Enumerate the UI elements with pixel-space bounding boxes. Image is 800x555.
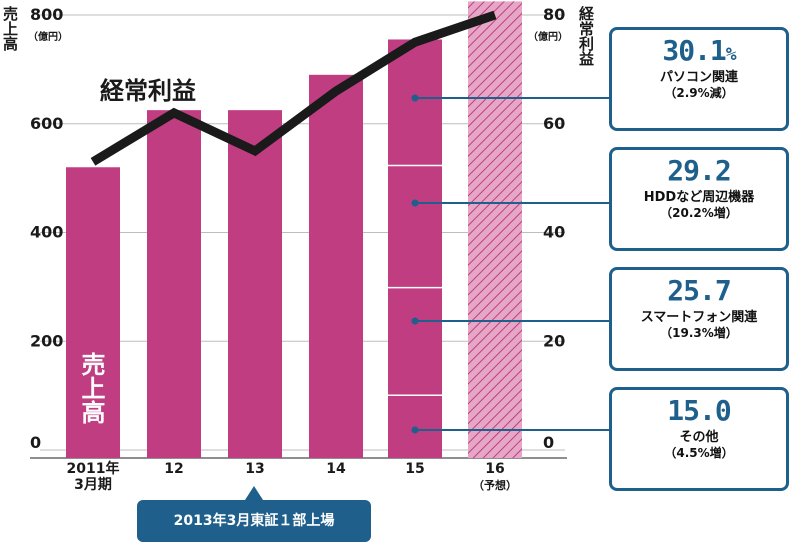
breakdown-change: （2.9%減） xyxy=(664,86,734,100)
left-tick-label: 400 xyxy=(30,223,63,242)
breakdown-value: 30.1% xyxy=(662,34,736,67)
right-tick-label: 80 xyxy=(543,5,565,24)
left-tick-label: 200 xyxy=(30,331,63,350)
left-tick-label: 800 xyxy=(30,5,63,24)
breakdown-label: その他 xyxy=(679,430,719,445)
sales-in-bar-label: 売上高 xyxy=(77,352,105,424)
right-tick-label: 0 xyxy=(543,433,554,452)
sales-bar xyxy=(147,110,201,458)
breakdown-segments xyxy=(388,164,442,396)
breakdown-value: 25.7 xyxy=(667,274,731,307)
right-axis-unit: （億円） xyxy=(528,32,568,43)
x-tick-label: 12 xyxy=(164,461,183,477)
axis-ticks: 0 200 400 600 800 0 20 40 60 80 xyxy=(30,5,565,452)
right-axis-title: 経常利益 xyxy=(577,6,595,66)
right-tick-label: 20 xyxy=(543,331,565,350)
right-tick-label: 40 xyxy=(543,223,565,242)
breakdown-change: （19.3%増） xyxy=(660,326,738,340)
x-tick-label: 2011年 xyxy=(67,460,120,477)
sales-bar xyxy=(309,74,363,458)
right-tick-label: 60 xyxy=(543,114,565,133)
profit-line-label: 経常利益 xyxy=(100,77,196,105)
breakdown-value: 15.0 xyxy=(667,394,731,427)
x-tick-label: （予想） xyxy=(473,478,517,492)
breakdown-callout-smartphone: 25.7 スマートフォン関連 （19.3%増） xyxy=(609,267,789,371)
x-tick-label: 14 xyxy=(326,461,346,477)
breakdown-value: 29.2 xyxy=(667,154,731,187)
sales-bar xyxy=(228,110,282,458)
breakdown-label: スマートフォン関連 xyxy=(640,310,758,325)
profit-line xyxy=(90,10,497,166)
breakdown-change: （20.2%増） xyxy=(660,206,738,220)
profit-line-path xyxy=(90,10,497,166)
left-tick-label: 0 xyxy=(30,433,41,452)
left-axis-unit: （億円） xyxy=(28,32,68,43)
breakdown-change: （4.5%増） xyxy=(664,446,734,460)
x-tick-label: 15 xyxy=(405,461,424,477)
breakdown-label: パソコン関連 xyxy=(659,70,738,85)
x-tick-label: 3月期 xyxy=(74,477,112,493)
forecast-bar xyxy=(468,1,522,458)
breakdown-callout-pc: 30.1% パソコン関連 （2.9%減） xyxy=(609,27,789,131)
breakdown-connectors xyxy=(411,94,609,434)
x-tick-label: 16 xyxy=(485,461,504,477)
left-tick-label: 600 xyxy=(30,114,63,133)
breakdown-callout-peripherals: 29.2 HDDなど周辺機器 （20.2%増） xyxy=(609,147,789,251)
left-axis-title: 売上高 xyxy=(1,6,19,51)
breakdown-callout-other: 15.0 その他 （4.5%増） xyxy=(609,387,789,491)
x-tick-label: 13 xyxy=(245,461,264,477)
listing-arrow xyxy=(245,486,263,500)
sales-bar xyxy=(388,39,442,458)
sales-bars xyxy=(66,1,522,458)
breakdown-label: HDDなど周辺機器 xyxy=(643,190,755,205)
listing-note: 2013年3月東証１部上場 xyxy=(137,500,371,542)
sales-bar xyxy=(66,167,120,458)
